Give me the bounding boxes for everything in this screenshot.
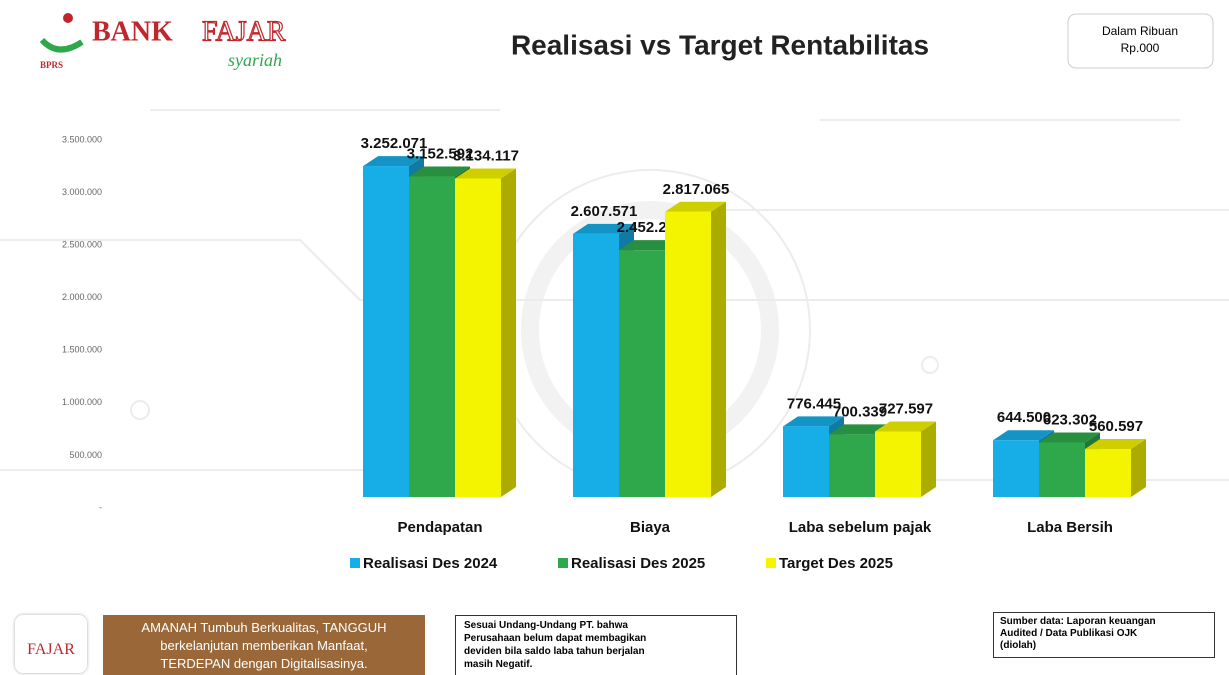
x-tick-label: Laba Bersih (1027, 519, 1113, 536)
value-label: 623.302 (1043, 411, 1097, 428)
y-tick-label: 1.000.000 (62, 397, 102, 407)
x-tick-label: Laba sebelum pajak (789, 519, 932, 536)
chart-title: Realisasi vs Target Rentabilitas (511, 29, 929, 60)
logo-name: FAJAR (202, 16, 286, 47)
bar-top (829, 424, 890, 435)
value-label: 3.152.592 (407, 145, 474, 162)
y-tick-label: - (99, 502, 102, 512)
legend-label: Target Des 2025 (779, 555, 893, 572)
legend-swatch (350, 558, 360, 568)
logo: BANK FAJAR syariah BPRS (39, 13, 286, 70)
bar (665, 211, 711, 498)
bar-top (1085, 439, 1146, 450)
source-line: Sumber data: Laporan keuangan (1000, 616, 1156, 627)
bar-top (573, 223, 634, 234)
value-label: 560.597 (1089, 418, 1143, 435)
bar (619, 250, 665, 497)
bar (409, 176, 455, 497)
bar-side (1131, 439, 1146, 497)
value-label: 2.817.065 (663, 181, 730, 198)
legend-label: Realisasi Des 2025 (571, 555, 705, 572)
y-tick-label: 3.000.000 (62, 187, 102, 197)
value-label: 727.597 (879, 400, 933, 417)
bar-top (363, 156, 424, 167)
value-label: 700.339 (833, 403, 887, 420)
source-line: (diolah) (1000, 640, 1037, 651)
bar-top (783, 416, 844, 427)
value-label: 644.500 (997, 409, 1051, 426)
note-line: masih Negatif. (464, 659, 533, 670)
legend-swatch (766, 558, 776, 568)
bar (455, 178, 501, 498)
legend-swatch (558, 558, 568, 568)
note-box: Sesuai Undang-Undang PT. bahwa Perusahaa… (455, 615, 737, 675)
unit-label: Rp.000 (1121, 41, 1160, 55)
x-tick-label: Pendapatan (397, 519, 482, 536)
y-tick-label: 2.000.000 (62, 292, 102, 302)
bar-top (665, 201, 726, 212)
bar (1085, 449, 1131, 497)
bar-top (993, 430, 1054, 441)
footer-logo: FAJAR (15, 615, 87, 673)
x-tick-label: Biaya (630, 519, 671, 536)
bar-top (455, 168, 516, 179)
bar-top (619, 240, 680, 251)
y-tick-label: 1.500.000 (62, 345, 102, 355)
value-label: 776.445 (787, 395, 841, 412)
bar-top (875, 421, 936, 432)
value-label: 2.607.571 (571, 203, 638, 220)
source-box: Sumber data: Laporan keuangan Audited / … (993, 612, 1215, 658)
y-tick-label: 2.500.000 (62, 240, 102, 250)
note-line: Perusahaan belum dapat membagikan (464, 633, 647, 644)
y-tick-label: 500.000 (69, 450, 102, 460)
note-line: Sesuai Undang-Undang PT. bahwa (464, 620, 628, 631)
logo-tagline: syariah (228, 50, 282, 70)
bar (783, 426, 829, 497)
bar (573, 233, 619, 498)
motto-box: AMANAH Tumbuh Berkualitas, TANGGUH berke… (103, 615, 425, 675)
bar-top (409, 166, 470, 177)
logo-bank: BANK (92, 16, 173, 47)
source-line: Audited / Data Publikasi OJK (1000, 628, 1138, 639)
unit-box (1067, 13, 1214, 69)
bar (993, 440, 1039, 497)
value-label: 3.134.117 (453, 147, 519, 164)
y-tick-label: 3.500.000 (62, 134, 102, 144)
note-line: deviden bila saldo laba tahun berjalan (464, 646, 645, 657)
bar-top (1039, 432, 1100, 443)
logo-bprs: BPRS (40, 60, 63, 70)
motto-line: AMANAH Tumbuh Berkualitas, TANGGUH (141, 620, 387, 635)
bar (363, 166, 409, 497)
bar (875, 431, 921, 497)
bar (1039, 442, 1085, 497)
bar-side (711, 201, 726, 498)
bar-side (921, 421, 936, 497)
footer-logo-text: FAJAR (27, 641, 75, 658)
value-label: 3.252.071 (361, 135, 428, 152)
bar-side (501, 168, 516, 498)
motto-line: TERDEPAN dengan Digitalisasinya. (160, 656, 368, 671)
motto-line: berkelanjutan memberikan Manfaat, (160, 638, 368, 653)
unit-label: Dalam Ribuan (1102, 24, 1178, 38)
legend-label: Realisasi Des 2024 (363, 555, 498, 572)
bar (829, 434, 875, 497)
